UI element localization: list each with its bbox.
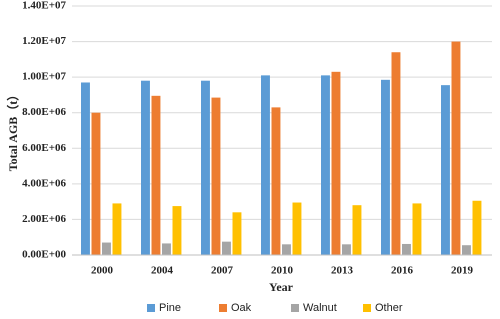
y-tick-label: 1.00E+07 — [22, 71, 66, 83]
legend-swatch — [147, 304, 155, 312]
y-tick-label: 0.00E+00 — [22, 249, 66, 261]
bar — [81, 82, 90, 255]
bar — [292, 202, 302, 255]
x-tick-label: 2000 — [91, 265, 114, 277]
bar — [162, 243, 171, 255]
bar — [412, 203, 422, 255]
y-tick-label: 8.00E+06 — [22, 106, 66, 118]
bar — [331, 71, 341, 255]
bar — [141, 80, 150, 255]
legend-swatch — [363, 304, 371, 312]
x-tick-label: 2004 — [151, 265, 174, 277]
x-tick-label: 2016 — [391, 265, 414, 277]
bar — [451, 41, 461, 256]
x-tick-label: 2007 — [211, 265, 234, 277]
bar — [352, 205, 362, 255]
legend-swatch — [291, 304, 299, 312]
x-tick-label: 2019 — [451, 265, 474, 277]
legend-label: Walnut — [303, 302, 337, 314]
y-tick-label: 1.40E+07 — [22, 0, 66, 12]
bar — [462, 245, 471, 255]
y-tick-label: 2.00E+06 — [22, 213, 66, 225]
x-tick-label: 2013 — [331, 265, 354, 277]
bar — [381, 79, 390, 255]
bar — [91, 112, 101, 255]
bar — [112, 203, 122, 255]
bar — [211, 97, 221, 255]
bar — [402, 243, 411, 255]
bar — [261, 75, 270, 255]
bar — [151, 95, 161, 255]
bar — [342, 244, 351, 255]
legend-label: Oak — [231, 302, 252, 314]
bar — [102, 242, 111, 255]
bar — [472, 200, 482, 255]
legend-label: Pine — [159, 302, 181, 314]
bar — [201, 80, 210, 255]
legend-label: Other — [375, 302, 403, 314]
y-tick-label: 1.20E+07 — [22, 35, 66, 47]
bar — [232, 212, 242, 255]
y-tick-label: 6.00E+06 — [22, 142, 66, 154]
legend-swatch — [219, 304, 227, 312]
bar — [172, 206, 182, 255]
bar — [222, 241, 231, 255]
bar — [282, 244, 291, 255]
bar — [321, 75, 330, 255]
x-axis-title: Year — [269, 280, 294, 294]
bar — [391, 52, 401, 255]
x-tick-label: 2010 — [271, 265, 294, 277]
y-tick-label: 4.00E+06 — [22, 177, 66, 189]
y-axis-title: Total AGB（t） — [5, 89, 20, 172]
bar — [271, 107, 281, 255]
bar — [441, 85, 450, 256]
